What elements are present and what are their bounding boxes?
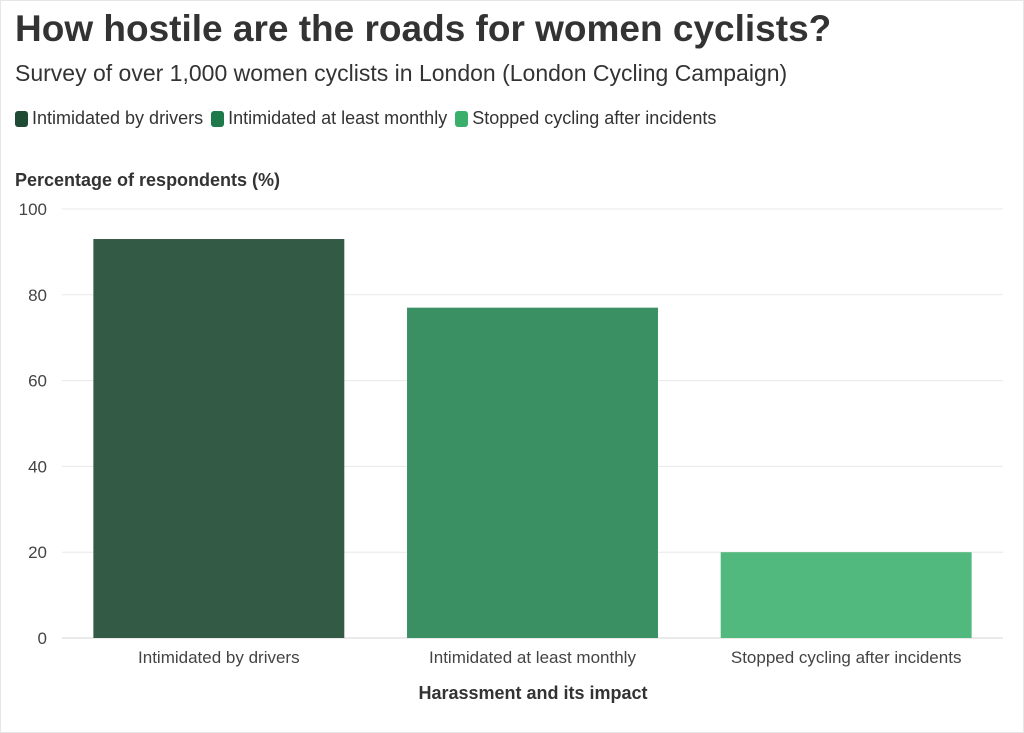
legend-swatch bbox=[15, 110, 28, 127]
legend-swatch bbox=[211, 110, 225, 127]
x-axis-label: Harassment and its impact bbox=[418, 683, 647, 703]
legend-item-intimidated-monthly[interactable]: Intimidated at least monthly bbox=[211, 108, 447, 129]
legend-swatch bbox=[455, 110, 469, 127]
x-tick-label: Intimidated by drivers bbox=[138, 648, 300, 667]
legend-label: Stopped cycling after incidents bbox=[472, 108, 717, 128]
x-tick-label: Stopped cycling after incidents bbox=[731, 648, 962, 667]
legend-label: Intimidated by drivers bbox=[32, 108, 204, 128]
bar-1[interactable] bbox=[407, 307, 658, 638]
y-tick-label: 20 bbox=[28, 543, 47, 562]
legend-label: Intimidated at least monthly bbox=[228, 108, 448, 128]
x-axis-ticks: Intimidated by drivers Intimidated at lea… bbox=[138, 648, 961, 667]
y-axis-label: Percentage of respondents (%) bbox=[15, 170, 280, 190]
y-tick-label: 80 bbox=[28, 286, 47, 305]
y-tick-label: 60 bbox=[28, 372, 47, 391]
legend-item-intimidated-by-drivers[interactable]: Intimidated by drivers bbox=[15, 108, 203, 129]
bar-0[interactable] bbox=[93, 239, 345, 638]
y-tick-label: 40 bbox=[28, 457, 47, 476]
legend-item-stopped-cycling[interactable]: Stopped cycling after incidents bbox=[455, 108, 716, 129]
chart-legend: Intimidated by drivers Intimidated at le… bbox=[15, 108, 724, 129]
y-axis-ticks: 0 20 40 60 80 100 bbox=[19, 200, 47, 648]
chart-subtitle: Survey of over 1,000 women cyclists in L… bbox=[15, 60, 788, 86]
bar-2[interactable] bbox=[720, 552, 972, 638]
y-tick-label: 100 bbox=[19, 200, 47, 219]
chart-title: How hostile are the roads for women cycl… bbox=[15, 8, 832, 49]
bars bbox=[93, 239, 972, 638]
y-tick-label: 0 bbox=[38, 629, 47, 648]
x-tick-label: Intimidated at least monthly bbox=[429, 648, 636, 667]
